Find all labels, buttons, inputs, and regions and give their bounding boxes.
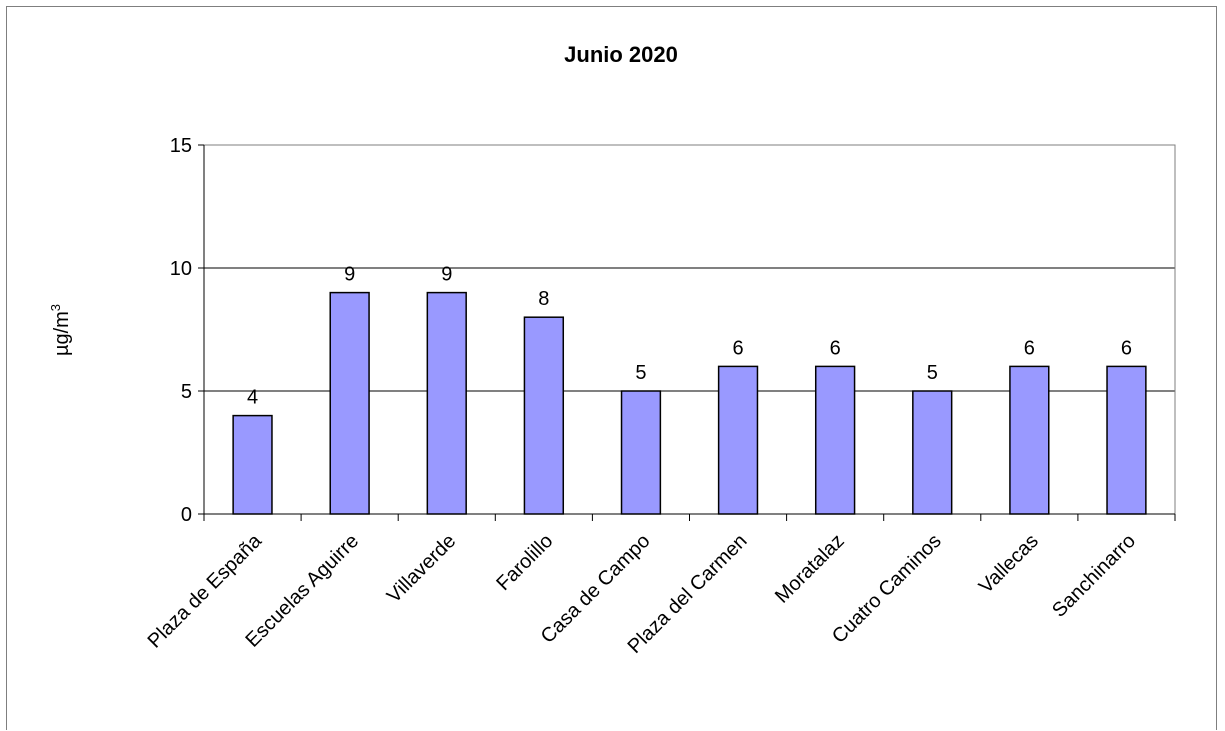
y-tick-labels: 0 5 10 15: [170, 135, 192, 526]
bar: [329, 291, 370, 515]
data-label: 5: [635, 362, 646, 384]
bar: [232, 414, 273, 515]
data-label: 5: [927, 362, 938, 384]
x-tick-label: Farolillo: [492, 530, 557, 595]
bar: [814, 365, 856, 515]
y-tick-label: 15: [170, 135, 192, 157]
y-tick-label: 5: [181, 381, 192, 403]
x-tick-label: Vallecas: [975, 530, 1043, 598]
bar: [912, 390, 953, 515]
x-tick-label: Moratalaz: [771, 530, 849, 608]
data-label: 6: [1024, 337, 1035, 359]
data-label: 6: [1121, 337, 1132, 359]
data-label: 6: [830, 337, 841, 359]
bar: [426, 291, 467, 515]
y-tick-label: 0: [181, 504, 192, 526]
bar: [717, 365, 759, 515]
bar: [620, 390, 662, 515]
data-label: 4: [247, 387, 258, 409]
bar: [1009, 365, 1050, 515]
data-label: 6: [732, 337, 743, 359]
bar: [523, 316, 565, 515]
x-tick-label: Sanchinarro: [1048, 530, 1140, 622]
data-label: 9: [441, 264, 452, 286]
chart-title: Junio 2020: [564, 42, 678, 67]
y-tick-label: 10: [170, 258, 192, 280]
bar: [1106, 365, 1147, 515]
x-tick-label: Villaverde: [383, 530, 460, 607]
y-axis-label: µg/m3: [48, 304, 73, 356]
bars: [232, 291, 1147, 515]
axes: [198, 144, 1176, 521]
data-labels: 4 9 9 8 5 6 6 5 6 6: [247, 264, 1132, 409]
data-label: 9: [344, 264, 355, 286]
data-label: 8: [538, 288, 549, 310]
